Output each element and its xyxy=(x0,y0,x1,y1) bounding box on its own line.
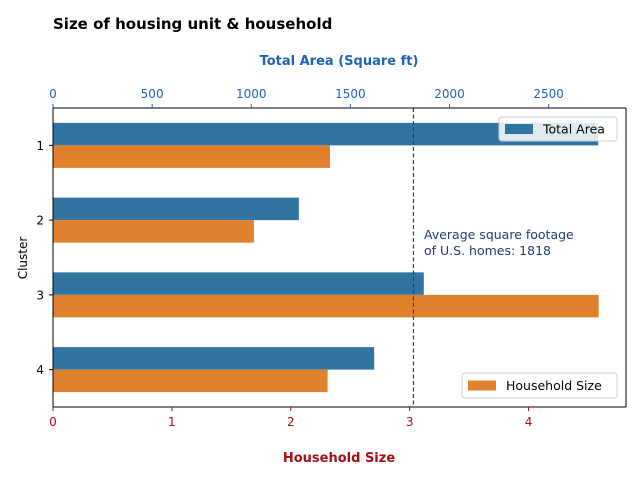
bar-total-area-cluster-1 xyxy=(53,122,599,146)
bottom-tick-label-1: 1 xyxy=(168,415,176,429)
legend-swatch xyxy=(505,124,533,134)
top-tick-label-1000: 1000 xyxy=(236,87,267,101)
legend-frame xyxy=(461,372,618,399)
bottom-axis-label: Household Size xyxy=(283,451,395,466)
chart-title: Size of housing unit & household xyxy=(53,15,332,33)
legend-swatch xyxy=(468,380,496,391)
axes-layer: 0 500 1000 1500 2000 2500 0 1 2 3 4 1 2 3 4 xyxy=(36,87,627,429)
legend-2: Household Size xyxy=(461,372,618,399)
legend-1: Total Area xyxy=(498,116,618,142)
legend-layer: Total Area Household Size xyxy=(461,116,618,399)
bar-total-area-cluster-4 xyxy=(53,347,375,370)
legend-label: Total Area xyxy=(542,122,605,137)
bottom-tick-label-2: 2 xyxy=(287,415,295,429)
bars-layer xyxy=(53,122,599,393)
bar-household-size-cluster-3 xyxy=(53,294,599,318)
bottom-tick-label-3: 3 xyxy=(406,415,414,429)
bar-household-size-cluster-1 xyxy=(53,145,330,168)
top-tick-label-2500: 2500 xyxy=(533,87,564,101)
y-tick-label-4: 4 xyxy=(36,363,44,377)
annotation-line-2: of U.S. homes: 1818 xyxy=(424,243,551,258)
top-tick-label-2000: 2000 xyxy=(434,87,465,101)
bottom-tick-label-0: 0 xyxy=(49,415,57,429)
annotation-line-1: Average square footage xyxy=(424,227,574,242)
bottom-tick-label-4: 4 xyxy=(525,415,533,429)
bar-total-area-cluster-2 xyxy=(53,197,299,221)
bar-total-area-cluster-3 xyxy=(53,272,424,295)
y-axis-label: Cluster xyxy=(16,237,30,280)
top-tick-label-500: 500 xyxy=(141,87,164,101)
top-tick-label-0: 0 xyxy=(49,87,57,101)
y-tick-label-1: 1 xyxy=(36,139,44,153)
legend-frame xyxy=(498,116,618,142)
y-tick-label-2: 2 xyxy=(36,214,44,228)
bar-household-size-cluster-4 xyxy=(53,369,328,393)
top-tick-label-1500: 1500 xyxy=(335,87,366,101)
y-tick-label-3: 3 xyxy=(36,288,44,302)
bar-household-size-cluster-2 xyxy=(53,220,254,243)
top-axis-label: Total Area (Square ft) xyxy=(260,54,419,69)
legend-label: Household Size xyxy=(506,378,602,393)
